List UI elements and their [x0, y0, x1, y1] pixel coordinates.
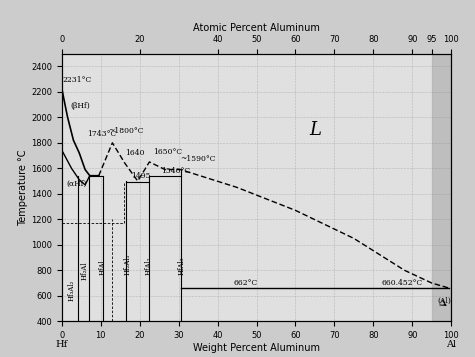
Text: 1495: 1495: [131, 172, 151, 180]
Text: Hf₂Al₃: Hf₂Al₃: [124, 254, 132, 275]
X-axis label: Atomic Percent Aluminum: Atomic Percent Aluminum: [193, 22, 320, 32]
Text: ~1590°C: ~1590°C: [180, 155, 216, 162]
Text: ~1800°C: ~1800°C: [108, 127, 144, 135]
Bar: [432, 54, 451, 321]
Text: HfAl: HfAl: [99, 260, 107, 275]
Text: 660.452°C: 660.452°C: [381, 278, 422, 287]
Text: 1540°C: 1540°C: [161, 167, 190, 175]
Text: 1743°C: 1743°C: [87, 130, 116, 138]
Text: (Al): (Al): [437, 297, 452, 305]
Text: L: L: [309, 121, 321, 139]
Y-axis label: Temperature °C: Temperature °C: [18, 149, 28, 226]
Text: 2231°C: 2231°C: [63, 76, 92, 84]
Text: Hf₂Al: Hf₂Al: [80, 262, 88, 281]
Text: HfAl₂: HfAl₂: [144, 257, 152, 275]
Text: (αHf): (αHf): [66, 180, 87, 188]
Text: HfAl₃: HfAl₃: [178, 257, 186, 275]
Text: 1650°C: 1650°C: [153, 148, 182, 156]
Text: Al: Al: [446, 340, 456, 349]
Text: 662°C: 662°C: [233, 278, 257, 287]
Text: Hf₃Al₂: Hf₃Al₂: [67, 280, 76, 301]
Text: 1640: 1640: [125, 150, 144, 157]
Text: (βHf): (βHf): [70, 102, 90, 110]
X-axis label: Weight Percent Aluminum: Weight Percent Aluminum: [193, 343, 320, 353]
Text: Hf: Hf: [56, 340, 68, 349]
